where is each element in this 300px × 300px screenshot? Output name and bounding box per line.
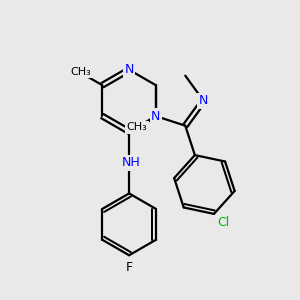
Text: N: N: [199, 94, 208, 107]
Text: CH₃: CH₃: [127, 122, 148, 132]
Text: Cl: Cl: [217, 216, 229, 229]
Text: NH: NH: [122, 156, 141, 169]
Text: F: F: [126, 260, 133, 274]
Text: N: N: [151, 110, 160, 123]
Text: N: N: [124, 63, 134, 76]
Text: CH₃: CH₃: [70, 67, 91, 77]
